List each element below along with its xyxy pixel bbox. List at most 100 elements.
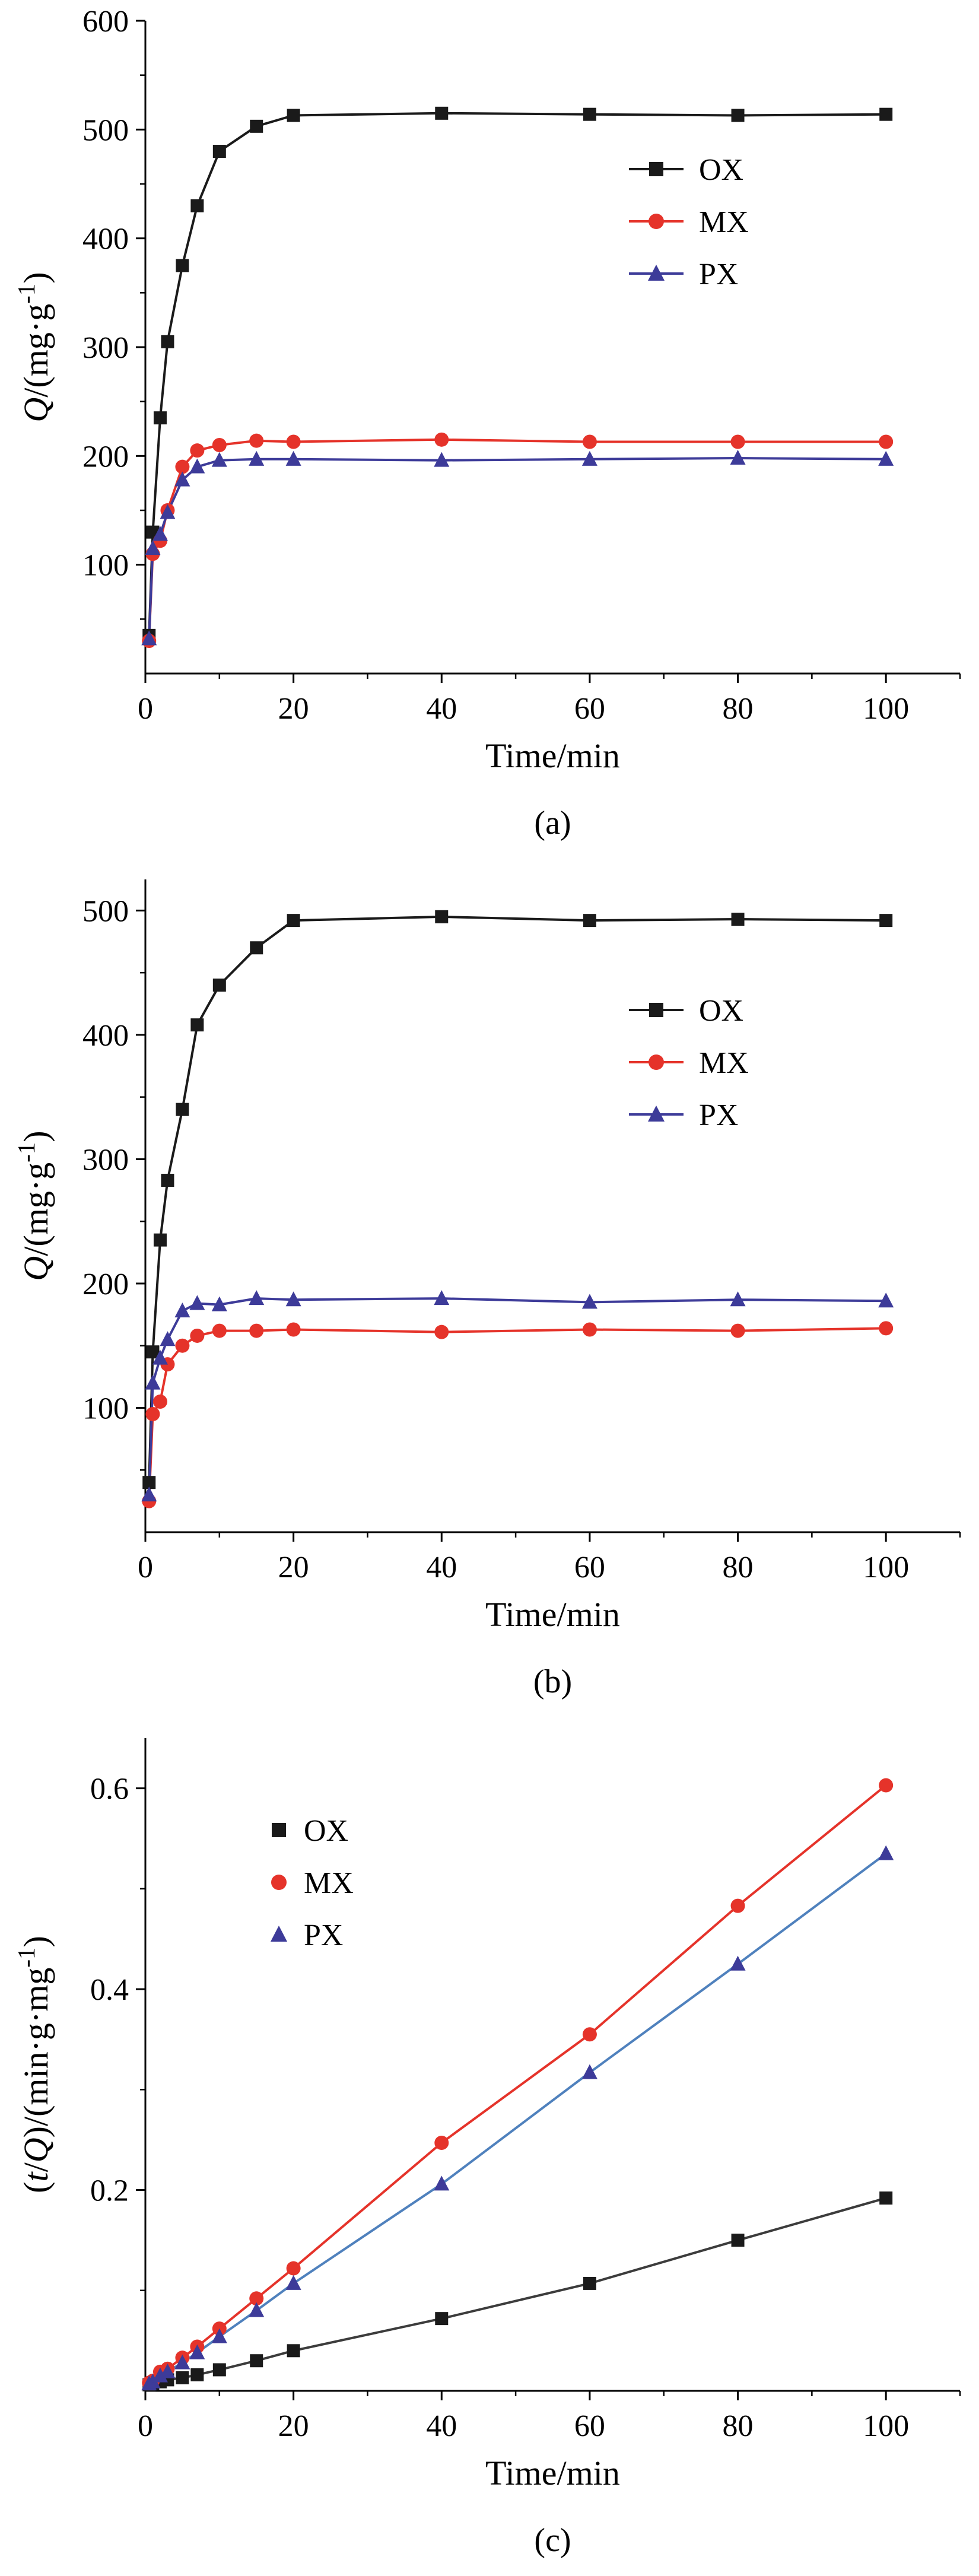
series-PX-marker xyxy=(434,2175,450,2191)
y-tick-label: 300 xyxy=(82,331,129,365)
series-PX-marker xyxy=(249,450,265,466)
series-PX-marker xyxy=(145,1374,161,1390)
series-OX-marker xyxy=(142,1476,156,1489)
series-MX-marker xyxy=(286,2261,301,2276)
legend-label-MX: MX xyxy=(699,1046,749,1080)
series-MX-marker xyxy=(730,434,745,449)
series-PX-marker xyxy=(434,452,450,467)
y-tick-label: 0.4 xyxy=(90,1973,129,2007)
y-tick-label: 400 xyxy=(82,223,129,256)
series-PX-marker xyxy=(145,540,161,555)
series-PX-marker xyxy=(189,1295,205,1310)
series-PX-marker xyxy=(160,504,176,519)
legend-marker-MX xyxy=(649,214,664,229)
x-tick-label: 40 xyxy=(426,1551,457,1584)
x-tick-label: 100 xyxy=(863,692,909,726)
y-tick-label: 500 xyxy=(82,113,129,147)
series-MX-line xyxy=(148,438,886,641)
series-PX-marker xyxy=(189,458,205,474)
series-OX-marker xyxy=(879,914,893,928)
series-PX-marker xyxy=(211,1296,227,1311)
y-tick-label: 0.2 xyxy=(90,2174,129,2208)
series-MX-marker xyxy=(249,1323,264,1338)
legend-marker-OX xyxy=(649,162,663,176)
series-OX-marker xyxy=(250,119,263,133)
x-tick-label: 40 xyxy=(426,692,457,726)
series-PX-marker xyxy=(730,450,746,465)
series-PX-marker xyxy=(211,2328,227,2343)
y-tick-label: 400 xyxy=(82,1019,129,1053)
series-OX-marker xyxy=(287,914,300,928)
series-MX-marker xyxy=(145,1406,160,1421)
series-OX-marker xyxy=(212,145,226,158)
x-tick-label: 60 xyxy=(574,692,605,726)
series-OX-marker xyxy=(435,2312,449,2326)
series-MX-marker xyxy=(434,1324,449,1339)
series-OX-line xyxy=(148,112,886,636)
series-OX-marker xyxy=(190,1018,204,1032)
series-PX-marker xyxy=(152,2367,168,2383)
series-MX-marker xyxy=(730,1898,745,1913)
series-PX-marker xyxy=(730,1291,746,1307)
legend-label-PX: PX xyxy=(699,258,738,291)
x-tick-label: 20 xyxy=(278,1551,309,1584)
legend-label-PX: PX xyxy=(304,1918,343,1952)
chart-a: 0 20 40 60 80 100 100 200 300 400 500 600 Time/min Q/… xyxy=(12,5,961,841)
series-MX-marker xyxy=(190,1328,205,1343)
series-OX-marker xyxy=(161,1174,174,1187)
series-PX-marker xyxy=(152,526,168,541)
series-PX-marker xyxy=(211,452,227,467)
series-PX-marker xyxy=(152,1349,168,1365)
y-tick-label: 200 xyxy=(82,1268,129,1301)
series-OX-marker xyxy=(212,2363,226,2377)
y-tick-label: 300 xyxy=(82,1143,129,1177)
series-OX-marker xyxy=(250,941,263,955)
x-tick-label: 80 xyxy=(723,1551,754,1584)
legend-marker-MX xyxy=(271,1875,287,1890)
series-OX-marker xyxy=(190,199,204,212)
series-PX-marker xyxy=(730,1955,746,1971)
x-tick-label: 20 xyxy=(278,2409,309,2443)
series-MX-marker xyxy=(286,434,301,449)
chart-b: 0 20 40 60 80 100 100 200 300 400 500 Time/min Q/(mg… xyxy=(12,879,961,1700)
series-OX-marker xyxy=(435,106,449,120)
series-PX-marker xyxy=(145,2373,161,2388)
series-PX-marker xyxy=(878,450,894,466)
x-tick-label: 20 xyxy=(278,692,309,726)
x-axis-title: Time/min xyxy=(485,736,620,775)
x-tick-label: 100 xyxy=(863,1551,909,1584)
series-PX-marker xyxy=(878,1292,894,1308)
series-OX-marker xyxy=(435,910,449,923)
series-MX-marker xyxy=(582,2027,597,2042)
x-axis-title: Time/min xyxy=(485,1595,620,1634)
series-OX-marker xyxy=(287,2344,300,2358)
series-MX-line xyxy=(148,1327,886,1501)
series-MX-marker xyxy=(212,438,227,452)
x-tick-label: 60 xyxy=(574,2409,605,2443)
series-OX-marker xyxy=(583,2276,596,2290)
panel-caption: (b) xyxy=(533,1663,572,1700)
legend-marker-PX xyxy=(271,1926,287,1942)
series-MX-marker xyxy=(879,1778,894,1793)
series-PX-marker xyxy=(249,2302,265,2317)
series-PX-marker xyxy=(285,1291,301,1307)
series-PX-marker xyxy=(174,1303,190,1318)
series-OX-line xyxy=(148,915,886,1483)
series-OX-marker xyxy=(176,2371,189,2384)
legend-marker-MX xyxy=(649,1054,664,1070)
legend-label-MX: MX xyxy=(699,205,749,239)
series-OX-marker xyxy=(583,107,596,121)
y-tick-label: 0.6 xyxy=(90,1773,129,1806)
series-OX-marker xyxy=(287,109,300,122)
x-tick-label: 0 xyxy=(138,692,153,726)
series-PX-marker xyxy=(141,630,157,646)
legend-marker-OX xyxy=(272,1823,286,1837)
y-tick-label: 100 xyxy=(82,549,129,583)
x-tick-label: 60 xyxy=(574,1551,605,1584)
chart-panel-c: 0 20 40 60 80 100 0.2 0.4 0.6 Time/min (t/Q)/(min·… xyxy=(0,1717,979,2576)
legend-label-MX: MX xyxy=(304,1866,354,1900)
chart-panel-b: 0 20 40 60 80 100 100 200 300 400 500 Time/min Q/(mg… xyxy=(0,859,979,1717)
x-axis-title: Time/min xyxy=(485,2454,620,2492)
legend-label-OX: OX xyxy=(699,994,743,1028)
series-PX-line xyxy=(148,457,886,639)
